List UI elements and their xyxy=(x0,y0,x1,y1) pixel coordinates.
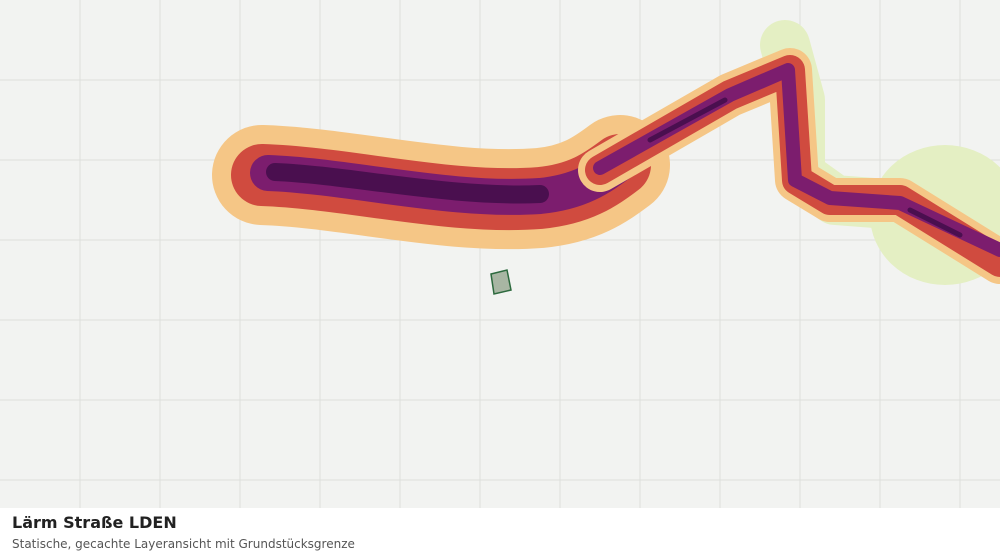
noise-layer xyxy=(212,20,1000,285)
map-background xyxy=(0,0,1000,508)
layer-title: Lärm Straße LDEN xyxy=(12,513,177,532)
caption-panel: Lärm Straße LDEN Statische, gecachte Lay… xyxy=(0,508,1000,560)
map-view xyxy=(0,0,1000,508)
layer-subtitle: Statische, gecachte Layeransicht mit Gru… xyxy=(12,537,355,551)
parcel-boundary xyxy=(490,269,512,295)
